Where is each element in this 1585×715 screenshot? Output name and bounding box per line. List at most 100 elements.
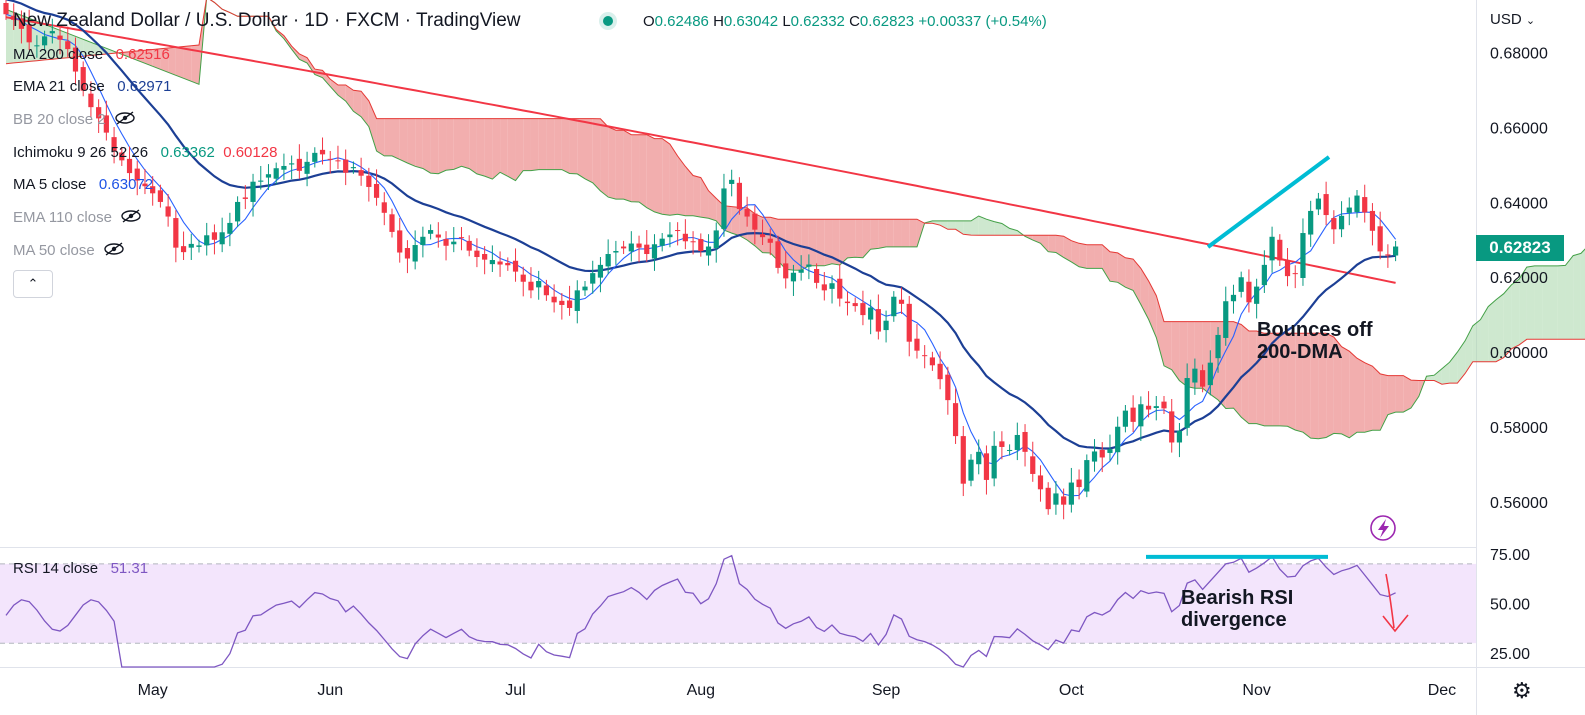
candle — [1207, 350, 1213, 396]
candle-body — [505, 263, 511, 266]
candle — [914, 324, 920, 359]
candle-body — [1207, 362, 1213, 386]
collapse-legend-button[interactable]: ⌃ — [13, 270, 53, 298]
eye-off-icon[interactable] — [114, 111, 136, 129]
cloud-segment — [870, 219, 879, 250]
candle-body — [111, 137, 117, 151]
candle-body — [157, 190, 163, 202]
cloud-segment — [1179, 321, 1188, 387]
cloud-segment — [1171, 321, 1180, 381]
candles[interactable] — [3, 0, 1399, 520]
legend-ichimoku[interactable]: Ichimoku 9 26 52 26 0.63362 0.60128 — [13, 144, 277, 161]
cloud-segment — [1279, 333, 1288, 427]
candle-body — [289, 163, 295, 165]
candle — [520, 266, 526, 297]
legend-ema21[interactable]: EMA 21 close 0.62971 — [13, 78, 171, 95]
candle-body — [1284, 260, 1291, 277]
candle — [188, 233, 194, 261]
cloud-segment — [577, 118, 585, 179]
cloud-segment — [1326, 333, 1334, 438]
candle — [775, 235, 781, 274]
candle — [937, 351, 943, 390]
candle-body — [937, 363, 943, 380]
market-status-icon[interactable] — [603, 16, 613, 26]
cloud-segment — [1434, 368, 1442, 385]
candle — [1037, 465, 1044, 502]
eye-off-icon[interactable] — [120, 209, 142, 227]
candle — [837, 264, 843, 307]
cloud-segment — [1086, 244, 1095, 269]
candle-body — [512, 260, 519, 272]
candle-body — [1192, 368, 1198, 383]
rsi-divergence-annotation[interactable]: Bearish RSI divergence — [1181, 587, 1293, 631]
candle-body — [482, 254, 488, 260]
candle — [173, 210, 179, 263]
cloud-segment — [1357, 358, 1365, 433]
eye-off-icon[interactable] — [103, 242, 125, 260]
last-price-label: 0.62823 — [1476, 235, 1564, 261]
candle — [875, 294, 881, 340]
candle-body — [844, 301, 851, 304]
candle-body — [1068, 482, 1074, 505]
candle — [474, 238, 480, 268]
cloud-segment — [677, 156, 686, 216]
candle — [1377, 211, 1383, 260]
candle-body — [173, 218, 179, 248]
candle — [644, 230, 650, 262]
candle-body — [621, 246, 627, 249]
candle — [621, 240, 627, 255]
candle — [381, 192, 387, 226]
candle — [1192, 358, 1198, 395]
cloud-segment — [399, 118, 408, 163]
candle-body — [265, 174, 272, 178]
gear-icon[interactable]: ⚙ — [1512, 678, 1532, 703]
candle — [968, 454, 974, 487]
candle-body — [1161, 401, 1167, 409]
cloud-segment — [608, 127, 616, 200]
candle — [1161, 396, 1167, 414]
candle-body — [968, 459, 974, 481]
candle-body — [690, 241, 696, 243]
candle-body — [698, 239, 704, 252]
legend-rsi[interactable]: RSI 14 close 51.31 — [13, 560, 148, 577]
candle-body — [150, 186, 156, 194]
candle — [1076, 469, 1082, 500]
candle — [1261, 250, 1267, 293]
candle-body — [705, 246, 712, 256]
legend-ma200[interactable]: MA 200 close 0.62516 — [13, 46, 170, 63]
candle-body — [88, 93, 94, 108]
legend-value: 0.63072 — [98, 176, 154, 193]
cloud-segment — [546, 118, 555, 170]
candle — [543, 279, 549, 301]
candle-body — [72, 47, 79, 72]
candle-body — [497, 261, 503, 265]
candle — [682, 219, 688, 250]
legend-ma5[interactable]: MA 5 close 0.63072 — [13, 176, 153, 193]
cloud-segment — [507, 118, 516, 181]
legend-ma50[interactable]: MA 50 close — [13, 242, 125, 260]
candle-body — [1176, 430, 1183, 443]
candle — [72, 37, 79, 84]
candle — [1362, 184, 1368, 223]
candle — [1091, 439, 1098, 472]
candle-body — [103, 115, 109, 133]
candle-body — [898, 299, 905, 304]
candle-body — [1153, 406, 1159, 409]
price-tick-label: 0.62000 — [1490, 270, 1548, 287]
candle — [150, 176, 156, 206]
candle-body — [358, 170, 364, 176]
candle-body — [1300, 233, 1306, 278]
ma200-line — [5, 16, 1396, 284]
legend-bb20[interactable]: BB 20 close 2 — [13, 111, 136, 129]
cloud-segment — [1079, 243, 1087, 269]
candle — [1053, 481, 1059, 515]
bounce-annotation[interactable]: Bounces off 200-DMA — [1257, 319, 1373, 363]
candle — [860, 290, 866, 326]
legend-ema110[interactable]: EMA 110 close — [13, 209, 142, 227]
candle — [80, 61, 86, 97]
candle-body — [443, 239, 449, 246]
currency-selector[interactable]: USD ⌄ — [1490, 11, 1535, 28]
senkou-span-b-line — [5, 0, 1585, 385]
candle-body — [798, 269, 804, 273]
